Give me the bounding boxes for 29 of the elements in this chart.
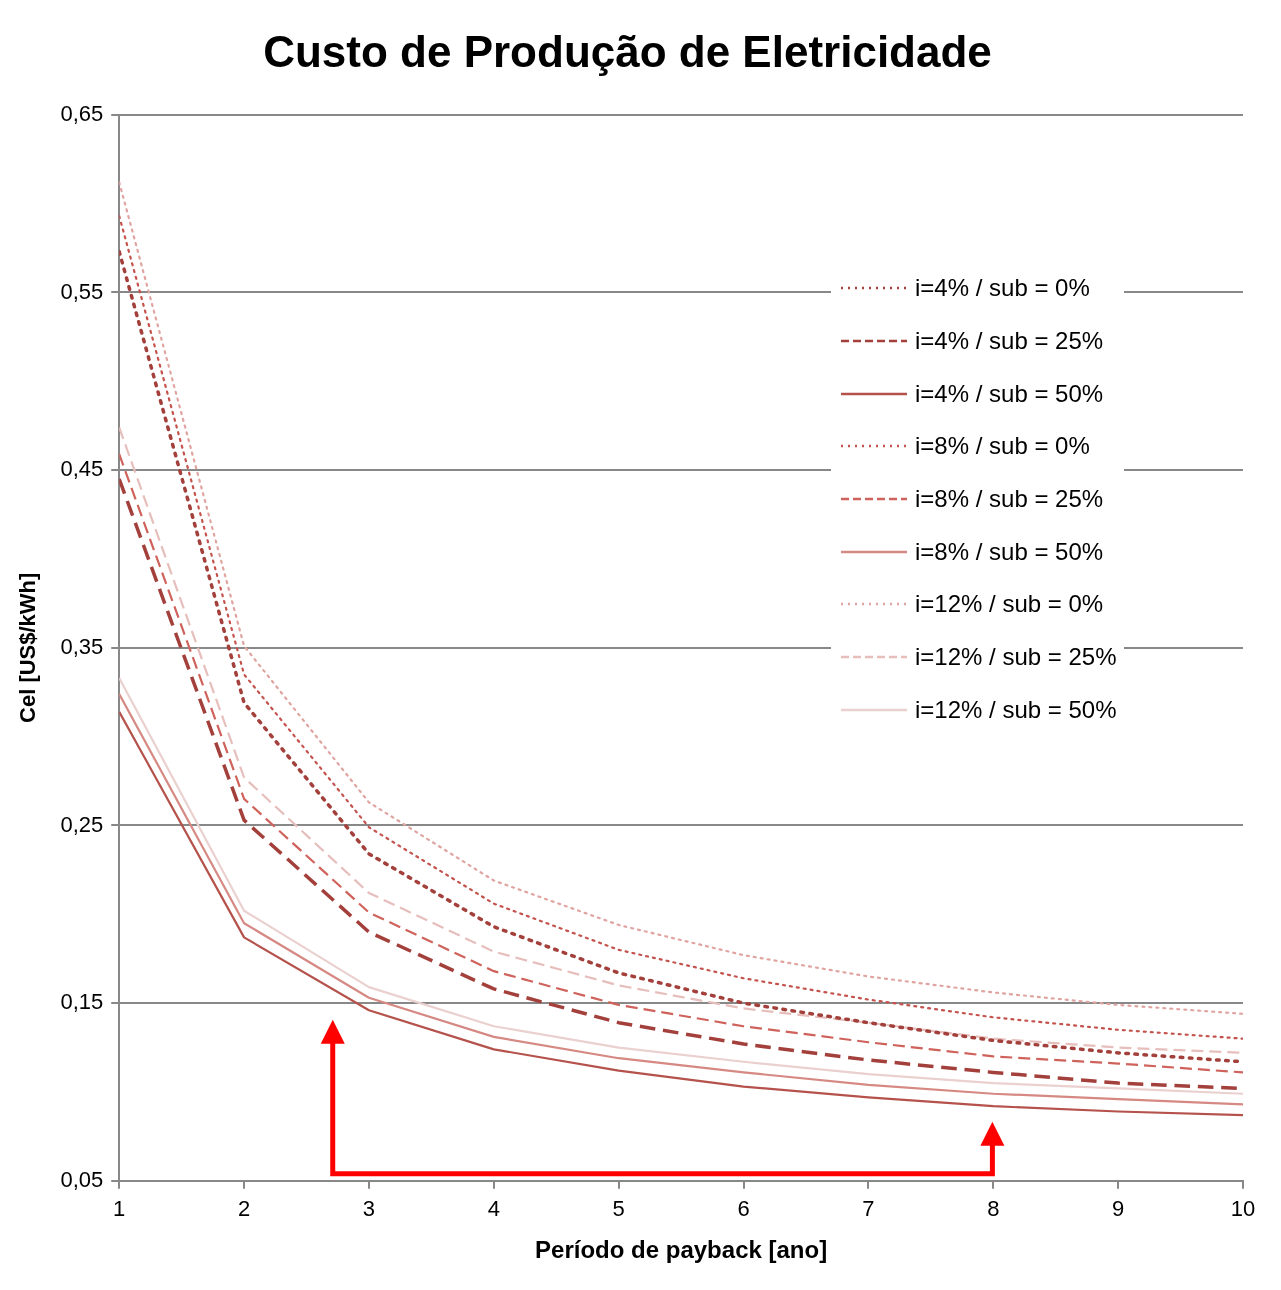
x-tick-label: 7 (862, 1196, 875, 1222)
x-tick-label: 4 (487, 1196, 500, 1222)
y-tick-label: 0,55 (60, 278, 104, 304)
legend-label: i=4% / sub = 25% (915, 327, 1104, 356)
x-tick-label: 1 (113, 1196, 126, 1222)
y-axis-title: Cel [US$/kWh] (15, 572, 41, 723)
legend-label: i=8% / sub = 0% (915, 432, 1090, 461)
y-tick-label: 0,35 (60, 633, 104, 659)
legend-label: i=4% / sub = 0% (915, 274, 1090, 303)
legend-label: i=12% / sub = 25% (915, 643, 1117, 672)
legend-label: i=8% / sub = 50% (915, 537, 1104, 566)
x-tick-label: 6 (737, 1196, 750, 1222)
legend-label: i=8% / sub = 25% (915, 485, 1104, 514)
x-tick-label: 5 (612, 1196, 625, 1222)
y-tick-label: 0,65 (60, 100, 104, 126)
y-tick-label: 0,15 (60, 989, 104, 1015)
x-tick-label: 3 (362, 1196, 376, 1222)
chart-title: Custo de Produção de Eletricidade (263, 26, 992, 76)
legend-label: i=12% / sub = 0% (915, 590, 1104, 619)
x-tick-label: 2 (237, 1196, 251, 1222)
y-tick-label: 0,45 (60, 456, 104, 482)
legend-label: i=12% / sub = 50% (915, 695, 1117, 724)
x-tick-label: 9 (1112, 1196, 1125, 1222)
y-tick-label: 0,25 (60, 811, 104, 837)
y-tick-label: 0,05 (60, 1166, 104, 1192)
x-tick-label: 8 (987, 1196, 1000, 1222)
x-tick-label: 10 (1230, 1196, 1256, 1222)
legend-label: i=4% / sub = 50% (915, 379, 1104, 408)
x-axis-title: Período de payback [ano] (535, 1236, 828, 1264)
